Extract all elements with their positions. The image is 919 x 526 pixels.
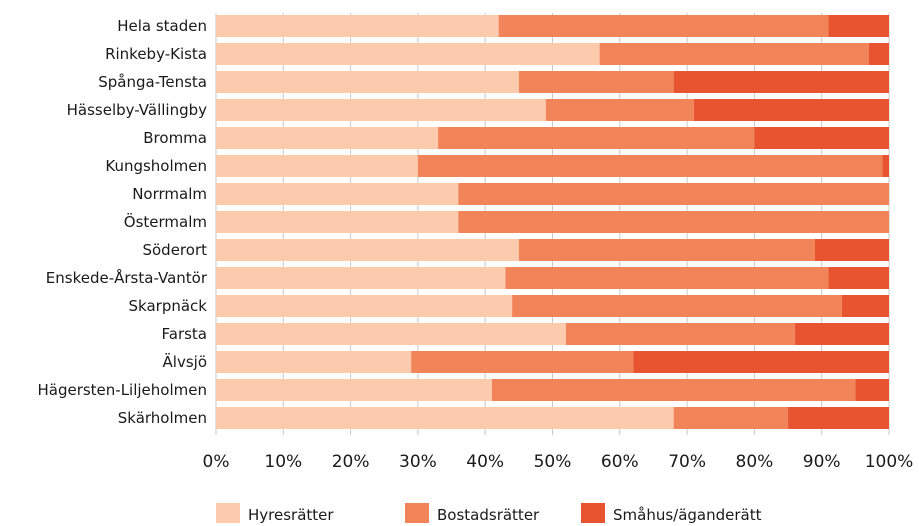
bar-kungsholmen-bostadsratter [417, 155, 883, 177]
bar-kungsholmen-smahus-aganderatt [882, 155, 889, 177]
category-label-kungsholmen: Kungsholmen [105, 157, 207, 175]
bar-farsta-smahus-aganderatt [794, 323, 889, 345]
bar-bromma-bostadsratter [438, 127, 755, 149]
x-tick-label-10: 100% [865, 452, 914, 472]
bar-hasselby-vallingby-bostadsratter [545, 99, 694, 121]
bar-hagersten-liljeholmen-bostadsratter [491, 379, 856, 401]
legend-label-bostadsratter: Bostadsrätter [437, 506, 540, 524]
bar-norrmalm-bostadsratter [458, 183, 889, 205]
legend: Hyresrätter Bostadsrätter Småhus/äganderät… [216, 503, 762, 524]
bar-soderort-smahus-aganderatt [814, 239, 889, 261]
bar-hela-staden-smahus-aganderatt [828, 15, 889, 37]
bar-farsta-bostadsratter [565, 323, 795, 345]
bar-rinkeby-kista-bostadsratter [599, 43, 869, 65]
bar-hasselby-vallingby-smahus-aganderatt [693, 99, 889, 121]
bar-skarpnack-bostadsratter [512, 295, 842, 317]
bar-spanga-tensta-bostadsratter [518, 71, 674, 93]
category-label-hasselby-vallingby: Hässelby-Vällingby [67, 101, 208, 119]
category-label-skarpnack: Skarpnäck [129, 297, 208, 315]
category-label-norrmalm: Norrmalm [132, 185, 207, 203]
x-tick-label-6: 60% [601, 452, 639, 472]
bar-alvsjo-smahus-aganderatt [633, 351, 889, 373]
category-label-alvsjo: Älvsjö [163, 352, 207, 371]
bar-alvsjo-hyresratter [216, 351, 412, 373]
bar-skarpnack-hyresratter [216, 295, 513, 317]
category-label-enskede-arsta-vantor: Enskede-Årsta-Vantör [46, 268, 208, 287]
x-tick-label-4: 40% [466, 452, 504, 472]
bar-skarpnack-smahus-aganderatt [841, 295, 889, 317]
category-label-soderort: Söderort [142, 241, 207, 259]
bar-skarholmen-smahus-aganderatt [788, 407, 889, 429]
bar-rinkeby-kista-smahus-aganderatt [868, 43, 889, 65]
bar-skarholmen-hyresratter [216, 407, 674, 429]
bar-hagersten-liljeholmen-smahus-aganderatt [855, 379, 889, 401]
x-tick-label-3: 30% [399, 452, 437, 472]
legend-swatch-hyresratter [216, 503, 240, 523]
bar-alvsjo-bostadsratter [411, 351, 634, 373]
bar-ostermalm-hyresratter [216, 211, 459, 233]
x-tick-label-7: 70% [668, 452, 706, 472]
legend-swatch-bostadsratter [405, 503, 429, 523]
bar-soderort-hyresratter [216, 239, 519, 261]
bar-hela-staden-hyresratter [216, 15, 499, 37]
category-labels: Hela staden Rinkeby-Kista Spånga-Tensta Häs… [37, 17, 207, 427]
bar-spanga-tensta-smahus-aganderatt [673, 71, 889, 93]
bar-enskede-arsta-vantor-smahus-aganderatt [828, 267, 889, 289]
bar-hasselby-vallingby-hyresratter [216, 99, 546, 121]
category-label-farsta: Farsta [162, 325, 208, 343]
bar-enskede-arsta-vantor-hyresratter [216, 267, 506, 289]
bar-spanga-tensta-hyresratter [216, 71, 519, 93]
bar-norrmalm-hyresratter [216, 183, 459, 205]
bar-hela-staden-bostadsratter [498, 15, 829, 37]
bar-kungsholmen-hyresratter [216, 155, 418, 177]
x-tick-label-8: 80% [736, 452, 774, 472]
bar-enskede-arsta-vantor-bostadsratter [505, 267, 829, 289]
category-label-spanga-tensta: Spånga-Tensta [98, 73, 207, 91]
x-tick-labels: 0% 10% 20% 30% 40% 50% 60% 70% 80% 90% 100% [203, 452, 914, 472]
category-label-rinkeby-kista: Rinkeby-Kista [105, 45, 207, 63]
legend-label-hyresratter: Hyresrätter [248, 506, 334, 524]
x-tick-label-2: 20% [332, 452, 370, 472]
bar-rinkeby-kista-hyresratter [216, 43, 600, 65]
bar-farsta-hyresratter [216, 323, 566, 345]
legend-label-smahus-aganderatt: Småhus/äganderätt [613, 506, 762, 524]
legend-swatch-smahus-aganderatt [581, 503, 605, 523]
bar-hagersten-liljeholmen-hyresratter [216, 379, 492, 401]
category-label-hagersten-liljeholmen: Hägersten-Liljeholmen [37, 381, 207, 399]
category-label-ostermalm: Östermalm [124, 212, 207, 231]
x-tick-label-9: 90% [803, 452, 841, 472]
category-label-bromma: Bromma [143, 129, 207, 147]
bar-bromma-hyresratter [216, 127, 439, 149]
x-tick-label-1: 10% [264, 452, 302, 472]
bar-skarholmen-bostadsratter [673, 407, 789, 429]
x-tick-label-5: 50% [534, 452, 572, 472]
bar-ostermalm-bostadsratter [458, 211, 889, 233]
bars [216, 15, 889, 429]
category-label-skarholmen: Skärholmen [118, 409, 207, 427]
bar-bromma-smahus-aganderatt [754, 127, 889, 149]
bar-soderort-bostadsratter [518, 239, 815, 261]
x-tick-label-0: 0% [203, 452, 230, 472]
category-label-hela-staden: Hela staden [117, 17, 207, 35]
